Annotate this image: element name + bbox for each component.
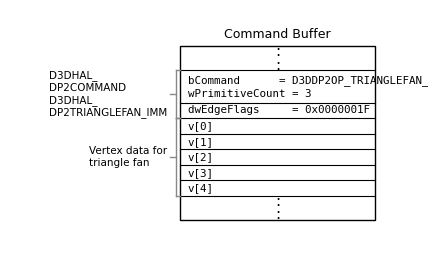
Text: Vertex data for
triangle fan: Vertex data for triangle fan (89, 146, 168, 168)
Text: Command Buffer: Command Buffer (224, 28, 331, 40)
Text: v[1]: v[1] (188, 137, 214, 147)
Text: :
:: : : (275, 44, 280, 73)
Bar (179, 47, 375, 220)
Text: wPrimitiveCount = 3: wPrimitiveCount = 3 (188, 89, 311, 99)
Text: dwEdgeFlags     = 0x0000001F: dwEdgeFlags = 0x0000001F (188, 105, 370, 115)
Text: D3DHAL_
DP2COMMAND
D3DHAL_
DP2TRIANGLEFAN_IMM: D3DHAL_ DP2COMMAND D3DHAL_ DP2TRIANGLEFA… (49, 71, 168, 118)
Text: :
:: : : (275, 194, 280, 222)
Text: bCommand      = D3DDP2OP_TRIANGLEFAN_IMM: bCommand = D3DDP2OP_TRIANGLEFAN_IMM (188, 75, 428, 86)
Text: v[2]: v[2] (188, 152, 214, 162)
Text: v[3]: v[3] (188, 168, 214, 178)
Text: v[4]: v[4] (188, 183, 214, 193)
Text: v[0]: v[0] (188, 121, 214, 131)
